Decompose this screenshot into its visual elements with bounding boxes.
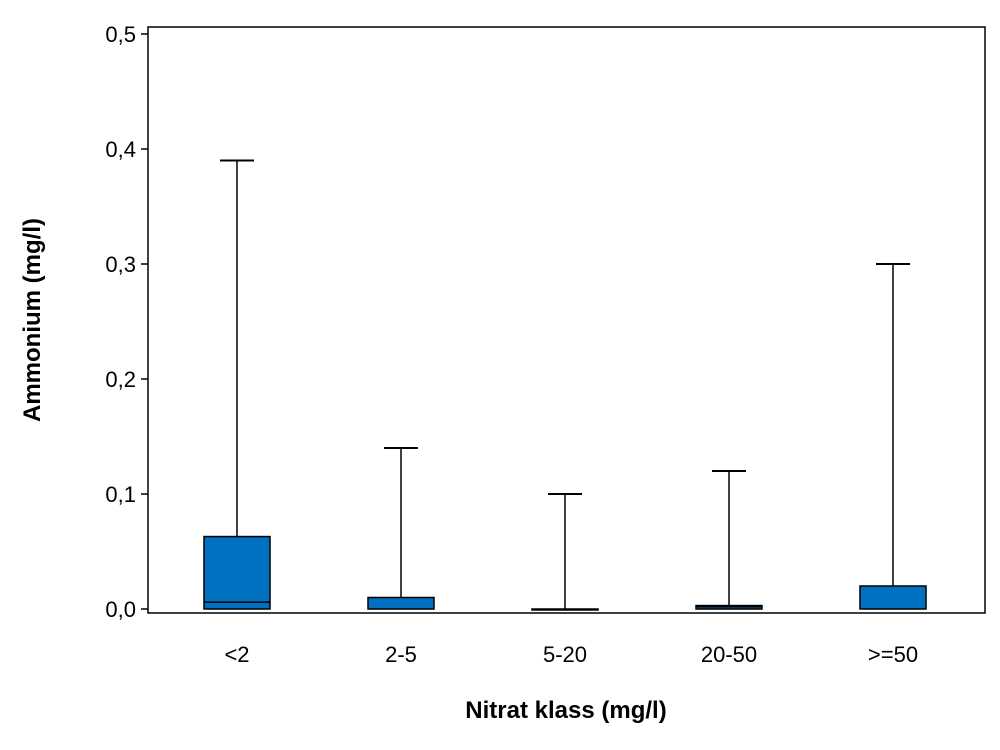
box (203, 535, 271, 610)
y-axis-title: Ammonium (mg/l) (19, 218, 46, 422)
x-tick-label: >=50 (868, 642, 918, 667)
y-tick-label: 0,4 (105, 137, 136, 162)
box (367, 596, 435, 610)
x-tick-label: 2-5 (385, 642, 417, 667)
x-tick-label: 20-50 (701, 642, 757, 667)
y-tick-label: 0,2 (105, 367, 136, 392)
plot-area (147, 26, 986, 614)
box-series (203, 159, 927, 611)
y-tick-label: 0,5 (105, 22, 136, 47)
x-axis-title: Nitrat klass (mg/l) (465, 697, 666, 724)
x-tick-label: <2 (224, 642, 249, 667)
y-tick-label: 0,3 (105, 252, 136, 277)
y-tick-label: 0,1 (105, 482, 136, 507)
y-axis: 0,0 0,1 0,2 0,3 0,4 0,5 (105, 22, 148, 622)
box (531, 608, 599, 611)
box (859, 585, 927, 610)
y-tick-label: 0,0 (105, 597, 136, 622)
x-tick-label: 5-20 (543, 642, 587, 667)
x-axis: <2 2-5 5-20 20-50 >=50 (224, 642, 918, 667)
